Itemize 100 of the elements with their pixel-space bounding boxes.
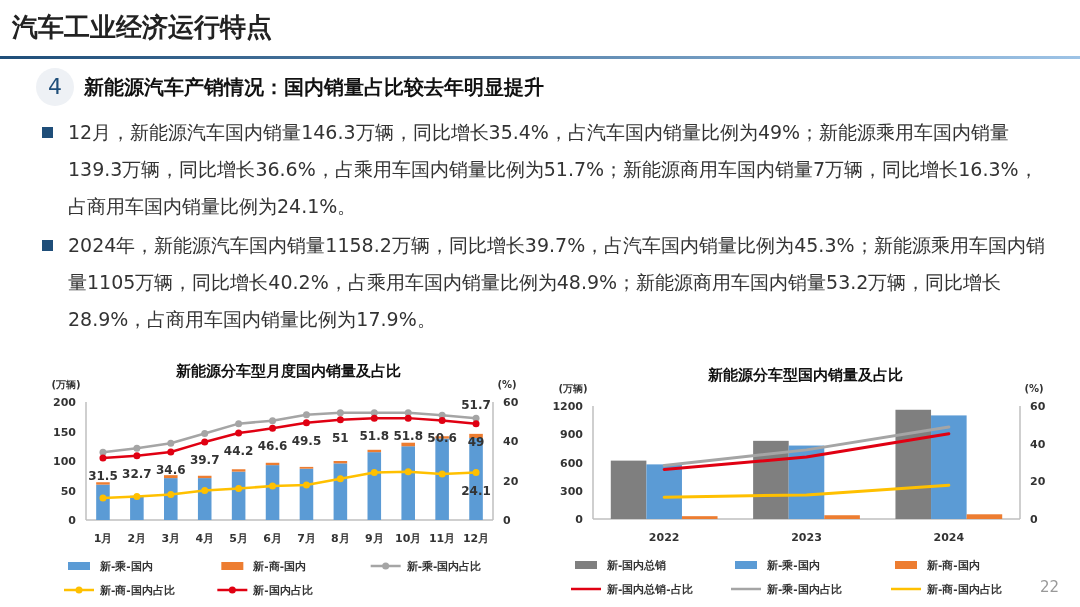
- y2-tick-label: 20: [1030, 475, 1046, 489]
- legend-label: 新-商-国内: [926, 559, 980, 571]
- y2-tick-label: 40: [1030, 437, 1046, 451]
- y2-axis-title: (%): [497, 379, 517, 390]
- point: [404, 414, 412, 422]
- legend-label: 新-乘-国内占比: [405, 560, 482, 572]
- data-label: 34.6: [155, 462, 186, 477]
- point: [370, 414, 378, 422]
- legend-label: 新-商-国内: [252, 560, 307, 572]
- data-label: 51.8: [393, 429, 424, 444]
- bar: [96, 482, 110, 485]
- bar: [895, 409, 932, 519]
- x-tick-label: 2023: [791, 531, 822, 544]
- point: [336, 409, 344, 417]
- y-tick-label: 50: [60, 484, 77, 498]
- point: [302, 419, 310, 427]
- text: 2024年，新能源汽车国内销量1158.2万辆，同比增长39.7%，占汽车国内销量比例为45.3%；新能源乘用车国内销量1105万辆，同比增长40.2%，占乘用车国内销量比例为48.9%；新能源商用车国内销量53.2万辆，同比增长28.9%，占商用车国内销量比例为17.9%。: [68, 233, 1046, 332]
- bar: [265, 465, 280, 520]
- point: [235, 485, 243, 493]
- y2-tick-label: 20: [503, 474, 519, 488]
- bar: [333, 463, 348, 520]
- x-tick-label: 2022: [648, 531, 680, 544]
- bar: [96, 484, 110, 520]
- x-tick-label: 4月: [195, 532, 215, 545]
- data-label: 24.1: [461, 483, 491, 498]
- x-tick-label: 2月: [127, 532, 147, 545]
- point: [472, 469, 480, 477]
- point: [438, 470, 446, 478]
- point: [336, 475, 344, 483]
- y-axis-title: (万辆): [51, 379, 81, 390]
- point: [438, 416, 446, 424]
- bar: [824, 515, 860, 519]
- point: [269, 482, 277, 490]
- legend-label: 新-商-国内占比: [99, 584, 175, 596]
- y-tick-label: 1200: [552, 400, 584, 413]
- y-tick-label: 0: [68, 514, 77, 527]
- x-tick-label: 6月: [263, 532, 282, 545]
- bar: [299, 468, 314, 520]
- x-tick-label: 1月: [93, 532, 113, 545]
- legend-label: 新-乘-国内占比: [766, 583, 842, 595]
- legend-label: 新-商-国内占比: [926, 583, 1002, 595]
- bar: [130, 495, 144, 520]
- point: [302, 411, 310, 419]
- point: [167, 490, 175, 498]
- point: [404, 409, 412, 417]
- x-tick-label: 5月: [229, 532, 248, 545]
- y2-tick-label: 0: [1030, 513, 1038, 526]
- y-tick-label: 300: [560, 484, 584, 498]
- y-tick-label: 600: [560, 456, 584, 470]
- bar: [401, 446, 415, 520]
- data-label: 51.7: [461, 398, 491, 413]
- x-tick-label: 7月: [297, 532, 316, 545]
- text: 新能源汽车产销情况：国内销量占比较去年明显提升: [84, 74, 544, 101]
- point: [235, 420, 243, 428]
- data-label: 31.5: [88, 469, 118, 484]
- x-tick-label: 8月: [331, 532, 350, 545]
- legend-label: 新-乘-国内: [99, 560, 153, 572]
- point: [269, 417, 277, 425]
- x-tick-label: 10月: [395, 532, 422, 545]
- point: [99, 494, 107, 502]
- point: [201, 438, 209, 446]
- point: [336, 416, 344, 424]
- x-tick-label: 3月: [161, 532, 181, 545]
- y2-axis-title: (%): [1024, 383, 1044, 394]
- text: 4: [36, 68, 74, 106]
- x-tick-label: 12月: [462, 532, 490, 545]
- y2-tick-label: 40: [503, 435, 519, 449]
- bar: [966, 514, 1003, 519]
- text: 12月，新能源汽车国内销量146.3万辆，同比增长35.4%，占汽车国内销量比例为49%；新能源乘用车国内销量139.3万辆，同比增长36.6%，占乘用车国内销量比例为51.7%；新能源商用车国内销量7万辆，同比增长16.3%，占商用车国内销量比例为24.1%。: [68, 120, 1039, 219]
- x-tick-label: 11月: [428, 532, 456, 545]
- chart-title: 新能源分车型国内销量及占比: [706, 366, 903, 384]
- point: [167, 439, 175, 447]
- point: [269, 424, 277, 432]
- y-tick-label: 900: [560, 428, 584, 442]
- point: [201, 429, 209, 437]
- point: [99, 448, 107, 456]
- y-tick-label: 0: [575, 513, 584, 526]
- legend-label: 新-乘-国内: [766, 559, 820, 571]
- point: [370, 409, 378, 417]
- bar: [681, 516, 718, 519]
- x-tick-label: 9月: [364, 532, 384, 545]
- bar: [164, 475, 178, 479]
- text: 22: [1040, 578, 1060, 596]
- bar: [610, 460, 647, 519]
- legend-label: 新-国内总销: [606, 559, 667, 571]
- data-label: 44.2: [223, 444, 254, 459]
- text: 汽车工业经济运行特点: [12, 11, 272, 44]
- bar: [231, 469, 246, 472]
- data-label: 51.8: [359, 429, 390, 444]
- legend-label: 新-国内总销-占比: [606, 583, 693, 595]
- bar: [367, 452, 382, 520]
- x-tick-label: 2024: [933, 531, 965, 544]
- bar: [931, 415, 967, 519]
- point: [472, 420, 480, 428]
- y2-tick-label: 60: [1030, 400, 1046, 413]
- point: [133, 444, 141, 452]
- point: [404, 468, 412, 476]
- bar: [231, 471, 246, 520]
- data-label: 49.5: [291, 433, 322, 448]
- y2-tick-label: 60: [503, 396, 519, 409]
